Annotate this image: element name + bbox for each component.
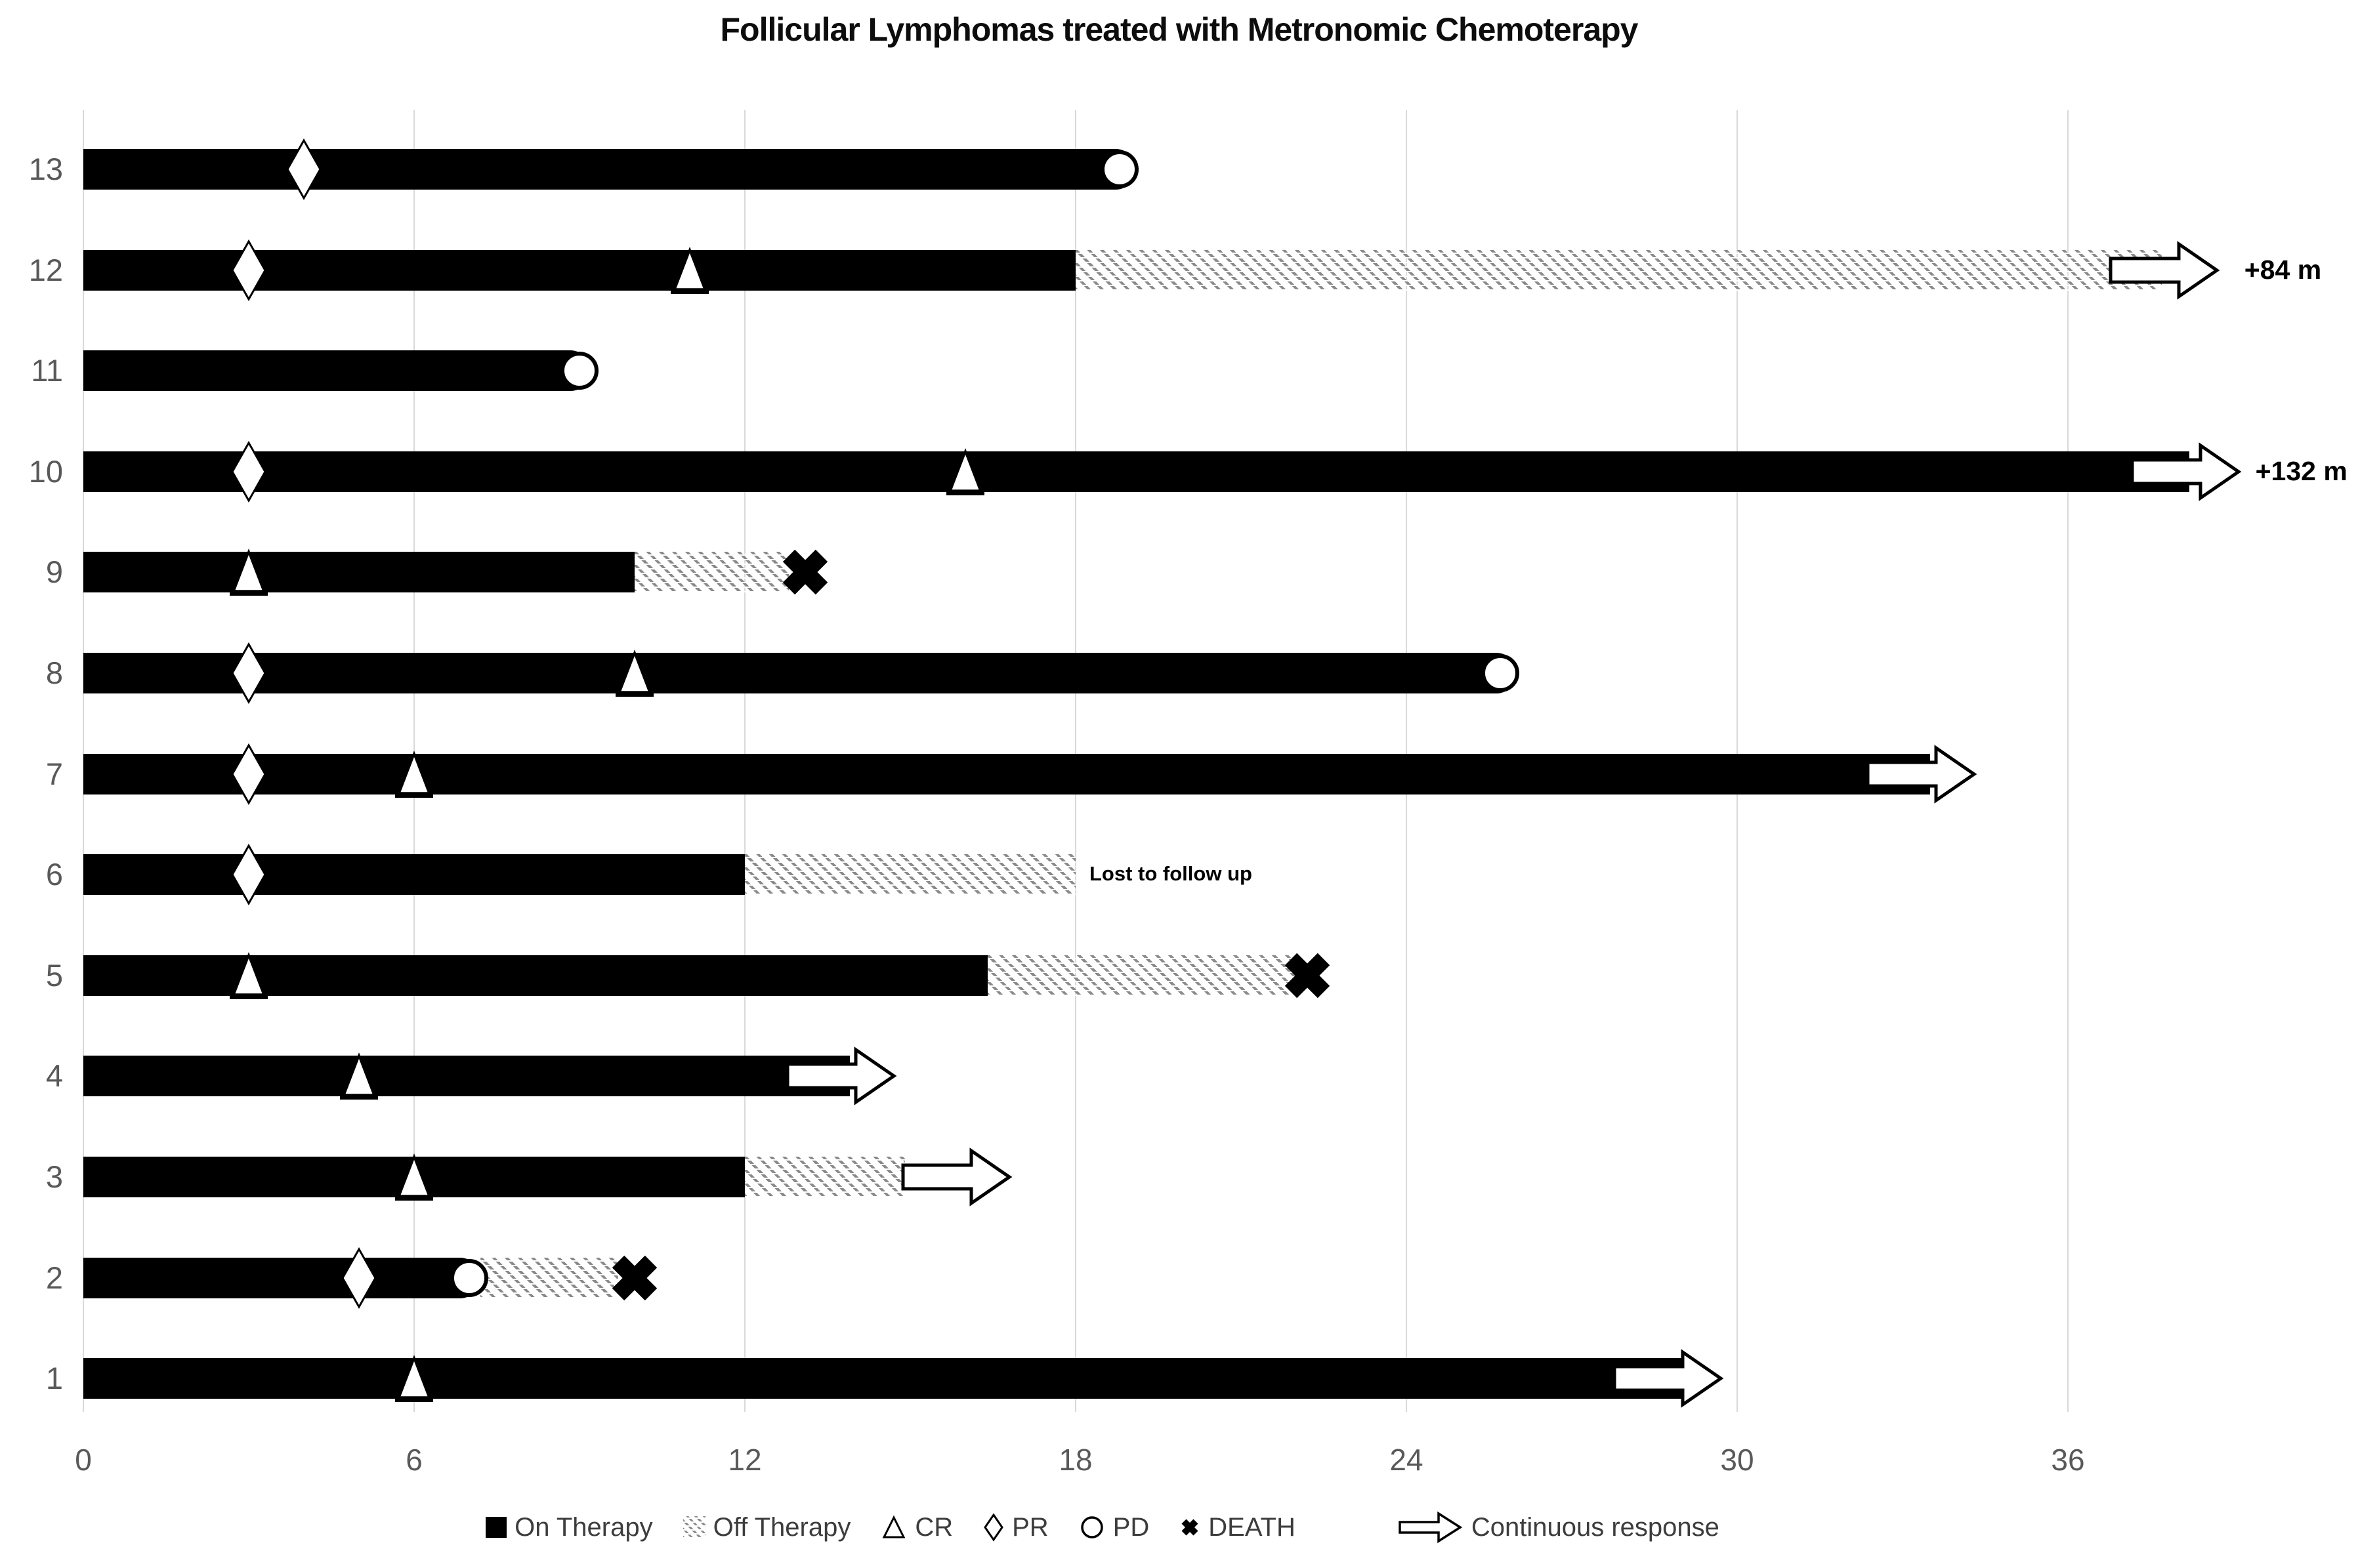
bar-on-therapy	[83, 1056, 850, 1097]
cr-triangle-marker	[616, 650, 654, 697]
cr-triangle-marker	[671, 246, 709, 294]
x-axis-tick-label: 12	[728, 1443, 762, 1477]
bar-on-therapy	[83, 451, 2189, 492]
pr-diamond-marker	[286, 138, 322, 200]
x-axis-tick-label: 6	[406, 1443, 423, 1477]
pr-diamond-marker	[231, 844, 266, 906]
annotation: +84 m	[2244, 254, 2322, 285]
row-label-5: 5	[45, 957, 63, 993]
cr-triangle-marker	[395, 750, 433, 798]
bar-off-therapy	[745, 1157, 905, 1197]
x-axis-tick-label: 18	[1059, 1443, 1093, 1477]
pr-diamond-icon	[984, 1513, 1003, 1542]
row-label-1: 1	[45, 1361, 63, 1396]
pd-circle-icon	[1080, 1516, 1103, 1538]
pd-circle-marker	[560, 352, 599, 390]
row-label-6: 6	[45, 857, 63, 892]
legend-label: On Therapy	[515, 1512, 653, 1542]
bar-on-therapy	[83, 653, 1517, 693]
legend-label: PR	[1012, 1512, 1049, 1542]
pr-diamond-marker	[231, 743, 266, 805]
legend-label: CR	[915, 1512, 954, 1542]
legend-label: PD	[1112, 1512, 1150, 1542]
pr-diamond-marker	[231, 239, 266, 301]
pd-circle-marker	[450, 1258, 488, 1297]
row-label-12: 12	[28, 252, 63, 287]
row-label-2: 2	[45, 1260, 63, 1295]
bar-on-therapy	[83, 854, 745, 896]
pr-diamond-marker	[231, 642, 266, 704]
bar-off-therapy	[987, 955, 1296, 996]
continuous-response-arrow	[901, 1147, 1013, 1207]
legend-item-pr-diamond: PR	[983, 1513, 1049, 1542]
bar-on-therapy	[83, 149, 1137, 190]
bar-on-therapy	[83, 350, 591, 392]
legend-item-pd-circle: PD	[1079, 1512, 1150, 1542]
bar-off-therapy	[480, 1257, 618, 1298]
continuous-response-arrow	[1612, 1349, 1724, 1408]
bar-on-therapy	[83, 1257, 480, 1298]
death-x-icon	[1181, 1519, 1198, 1536]
legend-item-on-therapy-swatch: On Therapy	[486, 1513, 653, 1542]
row-label-3: 3	[45, 1159, 63, 1194]
row-label-4: 4	[45, 1058, 63, 1094]
annotation: Lost to follow up	[1089, 862, 1252, 886]
legend-label: Off Therapy	[713, 1512, 851, 1542]
off-therapy-swatch-icon	[683, 1516, 705, 1538]
cr-triangle-marker	[946, 447, 984, 495]
x-axis-tick-label: 36	[2051, 1443, 2085, 1477]
bar-on-therapy	[83, 955, 988, 996]
cr-triangle-marker	[395, 1355, 433, 1403]
pd-circle-marker	[1481, 654, 1519, 692]
legend-item-continuous-response-arrow: Continuous response	[1398, 1510, 1719, 1544]
row-label-10: 10	[28, 453, 63, 489]
cr-triangle-marker	[230, 548, 268, 596]
continuous-response-arrow	[2109, 240, 2220, 300]
gridline	[2067, 110, 2069, 1412]
on-therapy-swatch-icon	[486, 1517, 507, 1538]
x-axis-tick-label: 24	[1389, 1443, 1423, 1477]
bar-on-therapy	[83, 552, 635, 593]
death-x-marker	[1284, 953, 1330, 998]
cr-triangle-icon	[882, 1515, 906, 1538]
legend-item-death-x: DEATH	[1179, 1513, 1295, 1542]
legend-label: DEATH	[1208, 1512, 1295, 1542]
pr-diamond-marker	[341, 1247, 377, 1309]
row-label-7: 7	[45, 756, 63, 791]
continuous-response-arrow-icon	[1399, 1511, 1463, 1544]
bar-off-therapy	[1076, 249, 2162, 291]
bar-on-therapy	[83, 1358, 1682, 1399]
legend-label: Continuous response	[1471, 1512, 1719, 1542]
row-label-11: 11	[31, 353, 63, 388]
bar-off-therapy	[635, 552, 790, 593]
death-x-marker	[612, 1255, 658, 1300]
annotation: +132 m	[2255, 455, 2347, 486]
pd-circle-marker	[1101, 150, 1139, 188]
bar-on-therapy	[83, 753, 1930, 794]
continuous-response-arrow	[1866, 744, 1977, 804]
death-x-marker	[783, 550, 828, 595]
chart-title: Follicular Lymphomas treated with Metron…	[720, 11, 1639, 48]
continuous-response-arrow	[786, 1046, 897, 1106]
pr-diamond-marker	[231, 440, 266, 503]
row-label-13: 13	[28, 152, 63, 186]
row-label-8: 8	[45, 655, 63, 690]
legend: On Therapy Off Therapy CR PR PD DEATH Continuo…	[0, 1501, 2205, 1554]
continuous-response-arrow	[2130, 442, 2242, 501]
x-axis-tick-label: 30	[1720, 1443, 1754, 1477]
legend-item-off-therapy-swatch: Off Therapy	[683, 1513, 851, 1542]
row-label-9: 9	[45, 554, 63, 590]
cr-triangle-marker	[395, 1153, 433, 1201]
cr-triangle-marker	[230, 951, 268, 999]
cr-triangle-marker	[340, 1052, 378, 1100]
bar-off-therapy	[745, 854, 1076, 896]
x-axis-tick-label: 0	[75, 1443, 92, 1477]
legend-item-cr-triangle: CR	[881, 1513, 953, 1542]
